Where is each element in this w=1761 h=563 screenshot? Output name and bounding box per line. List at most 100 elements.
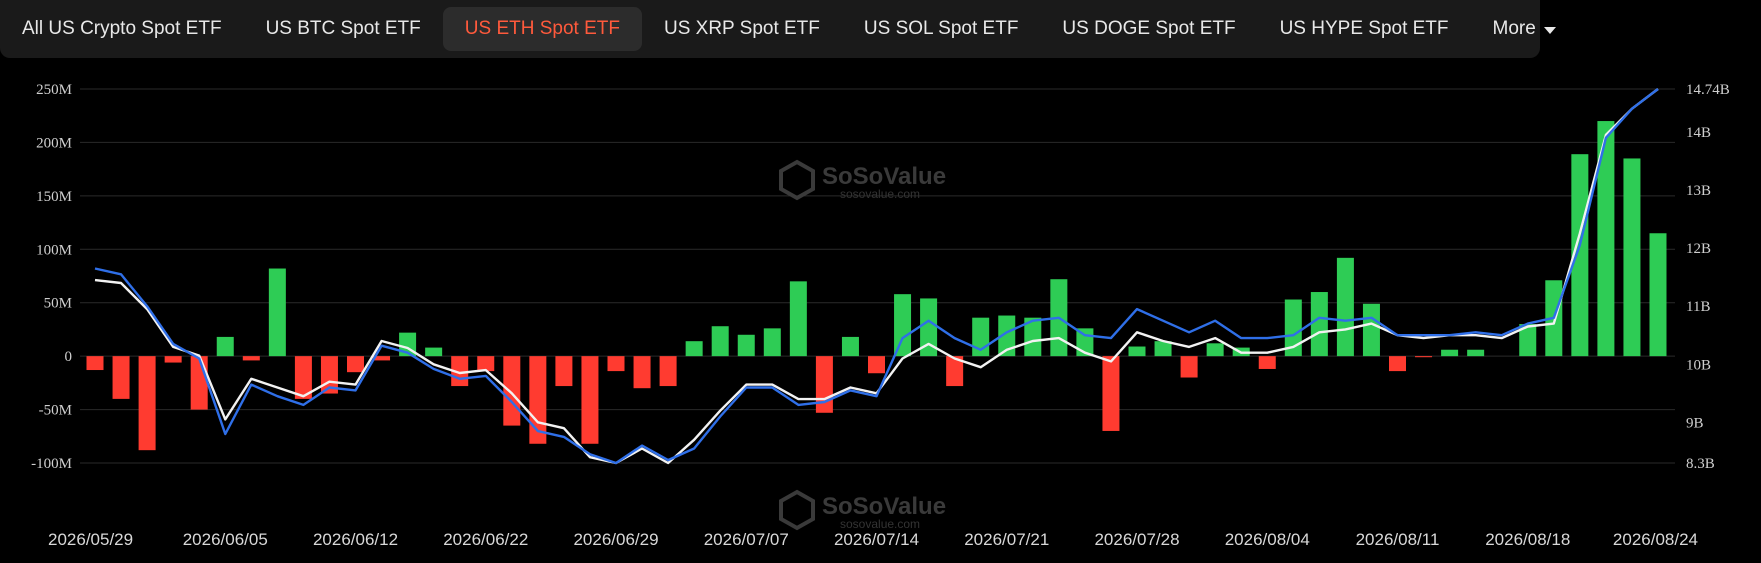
x-tick-label: 2026/07/21 [964, 530, 1049, 549]
inflow-bar [1597, 121, 1615, 357]
y-left-tick-label: 200M [36, 135, 72, 151]
outflow-bar [1102, 356, 1120, 431]
etf-tab-bar: All US Crypto Spot ETF US BTC Spot ETF US … [0, 0, 1556, 58]
inflow-bar [737, 334, 755, 357]
tab-us-hype-spot-etf[interactable]: US HYPE Spot ETF [1279, 18, 1449, 39]
outflow-bar [242, 356, 260, 361]
white-line [94, 88, 1659, 465]
outflow-bar [294, 356, 312, 399]
x-tick-label: 2026/08/24 [1613, 530, 1698, 549]
y-left-tick-label: 50M [44, 296, 72, 312]
outflow-bar [1389, 356, 1406, 372]
inflow-bar [894, 294, 912, 357]
inflow-bar [268, 268, 286, 357]
outflow-bar [1258, 356, 1276, 369]
inflow-bar [1467, 349, 1485, 357]
y-right-tick-label: 8.3B [1686, 456, 1715, 472]
outflow-bar [581, 356, 599, 444]
inflow-bar [1024, 317, 1042, 357]
outflow-bar [477, 356, 495, 372]
x-tick-label: 2026/07/28 [1094, 530, 1179, 549]
sosovalue-logo-icon [779, 159, 815, 201]
x-tick-label: 2026/06/12 [313, 530, 398, 549]
y-right-tick-label: 14.74B [1686, 82, 1730, 98]
x-tick-label: 2026/07/07 [704, 530, 789, 549]
x-tick-label: 2026/08/04 [1225, 530, 1310, 549]
x-tick-label: 2026/08/11 [1356, 530, 1440, 549]
watermark-name: SoSoValue [822, 163, 946, 190]
watermark-url: sosovalue.com [840, 187, 920, 201]
y-right-tick-label: 14B [1686, 125, 1711, 141]
inflow-bar [711, 326, 729, 357]
y-right-tick-label: 9B [1686, 415, 1704, 431]
tab-us-xrp-spot-etf[interactable]: US XRP Spot ETF [663, 18, 820, 39]
outflow-bar [164, 356, 182, 363]
tab-all-us-crypto-spot-etf[interactable]: All US Crypto Spot ETF [22, 18, 222, 39]
y-left-tick-label: -100M [31, 456, 72, 472]
etf-flow-chart: SoSoValuesosovalue.comSoSoValuesosovalue… [31, 82, 1730, 549]
outflow-bar [138, 356, 156, 451]
chevron-down-icon [1543, 26, 1556, 34]
inflow-bar [425, 347, 443, 357]
x-tick-label: 2026/05/29 [48, 530, 133, 549]
outflow-bar [607, 356, 625, 372]
tab-us-sol-spot-etf[interactable]: US SOL Spot ETF [863, 18, 1019, 39]
inflow-bar [1441, 349, 1459, 357]
y-left-tick-label: 150M [36, 189, 72, 205]
outflow-bar [555, 356, 573, 387]
inflow-bar [1284, 299, 1302, 357]
tab-us-btc-spot-etf[interactable]: US BTC Spot ETF [265, 18, 421, 39]
inflow-bar [1154, 341, 1172, 357]
x-tick-label: 2026/08/18 [1485, 530, 1570, 549]
watermark-name: SoSoValue [822, 493, 946, 520]
inflow-bar [920, 298, 938, 357]
y-right-tick-label: 10B [1686, 357, 1711, 373]
inflow-bar [1571, 154, 1589, 357]
y-left-tick-label: 0 [65, 349, 73, 365]
x-tick-label: 2026/06/29 [573, 530, 658, 549]
inflow-bar [216, 336, 234, 357]
inflow-bar [1623, 158, 1641, 357]
inflow-bar [763, 328, 781, 357]
inflow-bar [789, 281, 807, 357]
outflow-bar [1180, 356, 1198, 378]
outflow-bar [633, 356, 651, 389]
inflow-bar [1310, 292, 1328, 357]
x-tick-label: 2026/06/22 [443, 530, 528, 549]
inflow-bar [1128, 346, 1146, 357]
y-right-tick-label: 11B [1686, 299, 1710, 315]
y-left-tick-label: -50M [39, 403, 72, 419]
y-left-tick-label: 100M [36, 242, 72, 258]
outflow-bar [503, 356, 521, 426]
more-label: More [1492, 18, 1536, 39]
tab-us-doge-spot-etf[interactable]: US DOGE Spot ETF [1062, 18, 1236, 39]
watermark-url: sosovalue.com [840, 517, 920, 531]
outflow-bar [868, 356, 885, 374]
x-tick-label: 2026/07/14 [834, 530, 919, 549]
sosovalue-logo-icon [779, 489, 815, 531]
outflow-bar [946, 356, 964, 387]
outflow-bar [373, 356, 391, 361]
inflow-bar [1519, 324, 1537, 357]
y-left-tick-label: 250M [36, 82, 72, 98]
outflow-bar [347, 356, 364, 373]
y-right-tick-label: 12B [1686, 241, 1711, 257]
tab-us-eth-spot-etf[interactable]: US ETH Spot ETF [442, 7, 642, 51]
outflow-bar [190, 356, 208, 410]
outflow-bar [659, 356, 677, 387]
outflow-bar [1415, 356, 1433, 358]
outflow-bar [112, 356, 130, 399]
y-right-tick-label: 13B [1686, 183, 1711, 199]
inflow-bar [1649, 233, 1667, 357]
more-tabs-button[interactable]: More [1471, 7, 1578, 51]
outflow-bar [86, 356, 104, 371]
outflow-bar [529, 356, 547, 444]
inflow-bar [1362, 303, 1380, 357]
inflow-bar [1206, 343, 1224, 357]
inflow-bar [841, 336, 859, 357]
x-tick-label: 2026/06/05 [183, 530, 268, 549]
blue-line [94, 88, 1659, 465]
inflow-bar [998, 315, 1016, 357]
